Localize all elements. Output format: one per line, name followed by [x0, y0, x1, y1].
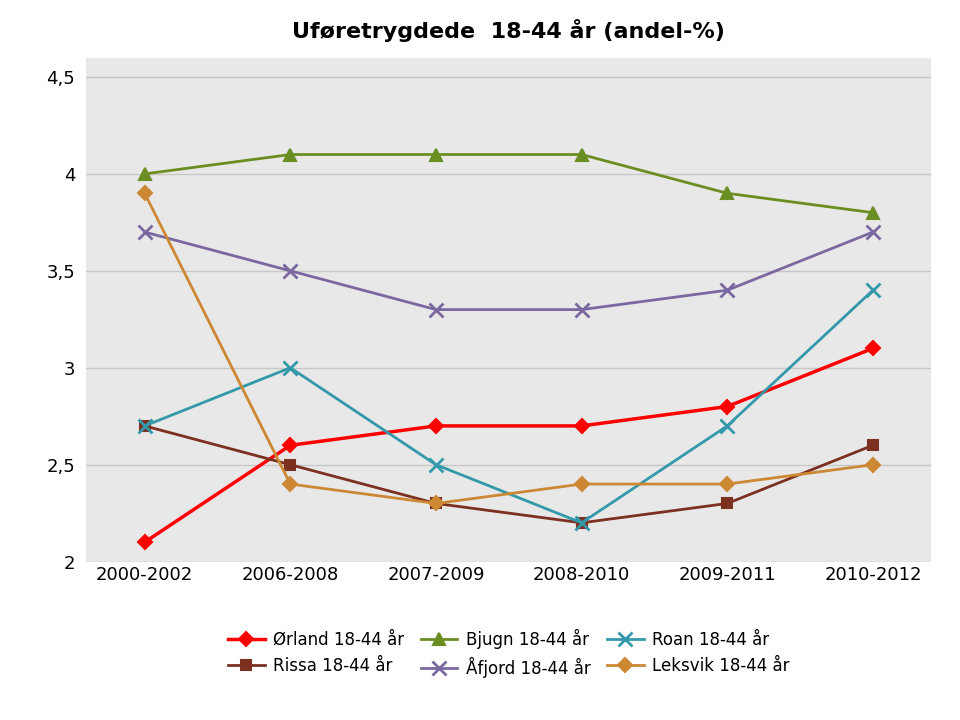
Ørland 18-44 år	[722, 402, 733, 411]
Line: Roan 18-44 år: Roan 18-44 år	[137, 283, 880, 530]
Title: Uføretrygdede  18-44 år (andel-%): Uføretrygdede 18-44 år (andel-%)	[293, 19, 725, 42]
Ørland 18-44 år	[430, 422, 442, 431]
Bjugn 18-44 år	[430, 150, 442, 159]
Leksvik 18-44 år	[722, 480, 733, 488]
Line: Rissa 18-44 år: Rissa 18-44 år	[140, 421, 877, 528]
Rissa 18-44 år	[430, 499, 442, 508]
Leksvik 18-44 år	[867, 460, 878, 469]
Bjugn 18-44 år	[867, 208, 878, 217]
Rissa 18-44 år	[867, 441, 878, 449]
Rissa 18-44 år	[722, 499, 733, 508]
Ørland 18-44 år	[284, 441, 296, 449]
Line: Åfjord 18-44 år: Åfjord 18-44 år	[137, 225, 880, 317]
Line: Bjugn 18-44 år: Bjugn 18-44 år	[138, 148, 879, 219]
Roan 18-44 år	[430, 460, 442, 469]
Leksvik 18-44 år	[576, 480, 588, 488]
Legend: Ørland 18-44 år, Rissa 18-44 år, Bjugn 18-44 år, Åfjord 18-44 år, Roan 18-44 år,: Ørland 18-44 år, Rissa 18-44 år, Bjugn 1…	[220, 621, 798, 686]
Rissa 18-44 år	[576, 518, 588, 527]
Ørland 18-44 år	[576, 422, 588, 431]
Line: Leksvik 18-44 år: Leksvik 18-44 år	[140, 189, 877, 508]
Roan 18-44 år	[722, 422, 733, 431]
Leksvik 18-44 år	[430, 499, 442, 508]
Åfjord 18-44 år	[722, 286, 733, 294]
Ørland 18-44 år	[867, 344, 878, 353]
Ørland 18-44 år	[139, 538, 151, 546]
Åfjord 18-44 år	[867, 228, 878, 236]
Bjugn 18-44 år	[139, 170, 151, 179]
Roan 18-44 år	[576, 518, 588, 527]
Bjugn 18-44 år	[576, 150, 588, 159]
Rissa 18-44 år	[139, 422, 151, 431]
Bjugn 18-44 år	[722, 189, 733, 197]
Line: Ørland 18-44 år: Ørland 18-44 år	[140, 343, 877, 547]
Roan 18-44 år	[284, 364, 296, 372]
Åfjord 18-44 år	[139, 228, 151, 236]
Bjugn 18-44 år	[284, 150, 296, 159]
Leksvik 18-44 år	[284, 480, 296, 488]
Åfjord 18-44 år	[430, 305, 442, 314]
Åfjord 18-44 år	[576, 305, 588, 314]
Rissa 18-44 år	[284, 460, 296, 469]
Leksvik 18-44 år	[139, 189, 151, 197]
Roan 18-44 år	[139, 422, 151, 431]
Roan 18-44 år	[867, 286, 878, 294]
Åfjord 18-44 år	[284, 266, 296, 275]
